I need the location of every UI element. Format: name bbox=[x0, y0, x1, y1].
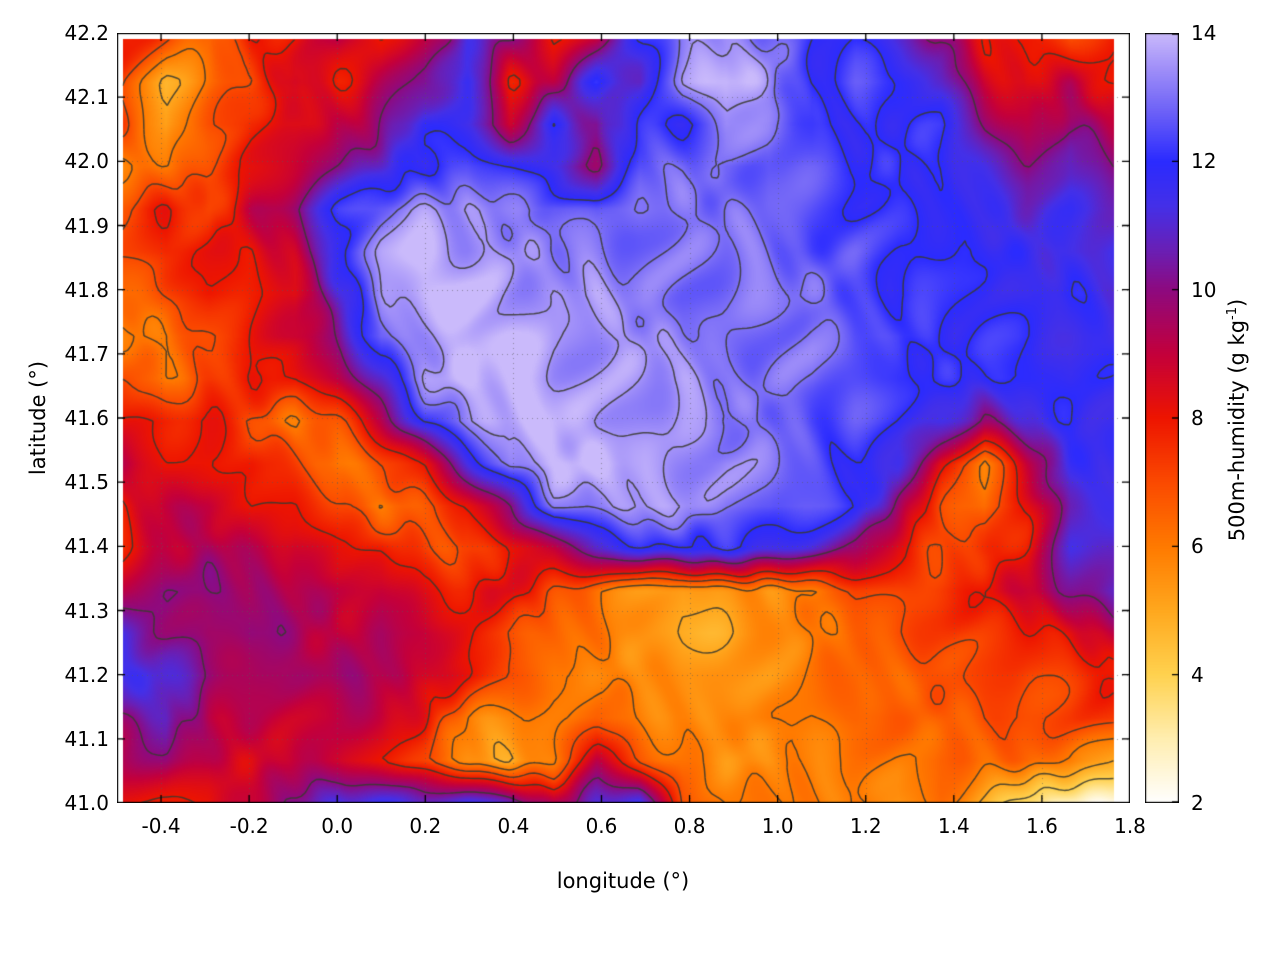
x-tick-label: 1.6 bbox=[1026, 814, 1058, 838]
y-tick-label: 42.0 bbox=[64, 149, 109, 174]
x-tick-label: -0.4 bbox=[141, 814, 181, 838]
y-tick-label: 42.1 bbox=[64, 85, 109, 110]
x-tick-label: 1.2 bbox=[849, 814, 882, 838]
heatmap-plot-canvas bbox=[117, 33, 1130, 803]
y-tick-label: 41.6 bbox=[64, 406, 109, 430]
colorbar-title-close-paren: ) bbox=[1225, 298, 1249, 308]
x-tick-label: 1.8 bbox=[1114, 814, 1146, 838]
x-tick-label: 1.0 bbox=[761, 814, 794, 838]
colorbar-tick-label: 2 bbox=[1191, 791, 1204, 815]
colorbar-tick-label: 14 bbox=[1191, 21, 1217, 45]
colorbar-tick-label: 4 bbox=[1191, 662, 1204, 687]
colorbar-axis-title: 500m-humidity (g kg-1) bbox=[1225, 299, 1249, 541]
x-tick-label: 0.6 bbox=[585, 814, 618, 838]
colorbar-tick-label: 6 bbox=[1191, 534, 1204, 559]
x-tick-label: 0.4 bbox=[497, 814, 530, 838]
x-tick-label: 0.2 bbox=[409, 814, 442, 838]
y-tick-label: 41.3 bbox=[64, 598, 109, 623]
colorbar-canvas bbox=[1145, 33, 1179, 803]
x-tick-label: -0.2 bbox=[229, 814, 269, 838]
y-tick-label: 42.2 bbox=[64, 21, 109, 45]
y-tick-label: 41.7 bbox=[64, 341, 109, 366]
x-tick-label: 1.4 bbox=[937, 814, 970, 838]
colorbar-tick-label: 10 bbox=[1191, 277, 1217, 302]
y-tick-label: 41.0 bbox=[64, 791, 109, 815]
colorbar-tick-label: 12 bbox=[1191, 149, 1217, 174]
x-tick-label: 0.8 bbox=[673, 814, 706, 838]
colorbar-tick-label: 8 bbox=[1191, 406, 1204, 430]
y-axis-title: latitude (°) bbox=[26, 360, 50, 476]
y-tick-label: 41.4 bbox=[64, 534, 109, 559]
y-tick-label: 41.1 bbox=[64, 726, 109, 751]
x-axis-title: longitude (°) bbox=[556, 869, 690, 893]
x-tick-label: 0.0 bbox=[321, 814, 354, 838]
y-tick-label: 41.5 bbox=[64, 470, 109, 495]
colorbar-title-superscript: -1 bbox=[1225, 307, 1240, 320]
colorbar-title-text: 500m-humidity (g kg bbox=[1225, 319, 1249, 542]
y-tick-label: 41.2 bbox=[64, 662, 109, 687]
y-tick-label: 41.9 bbox=[64, 213, 109, 238]
y-tick-label: 41.8 bbox=[64, 277, 109, 302]
